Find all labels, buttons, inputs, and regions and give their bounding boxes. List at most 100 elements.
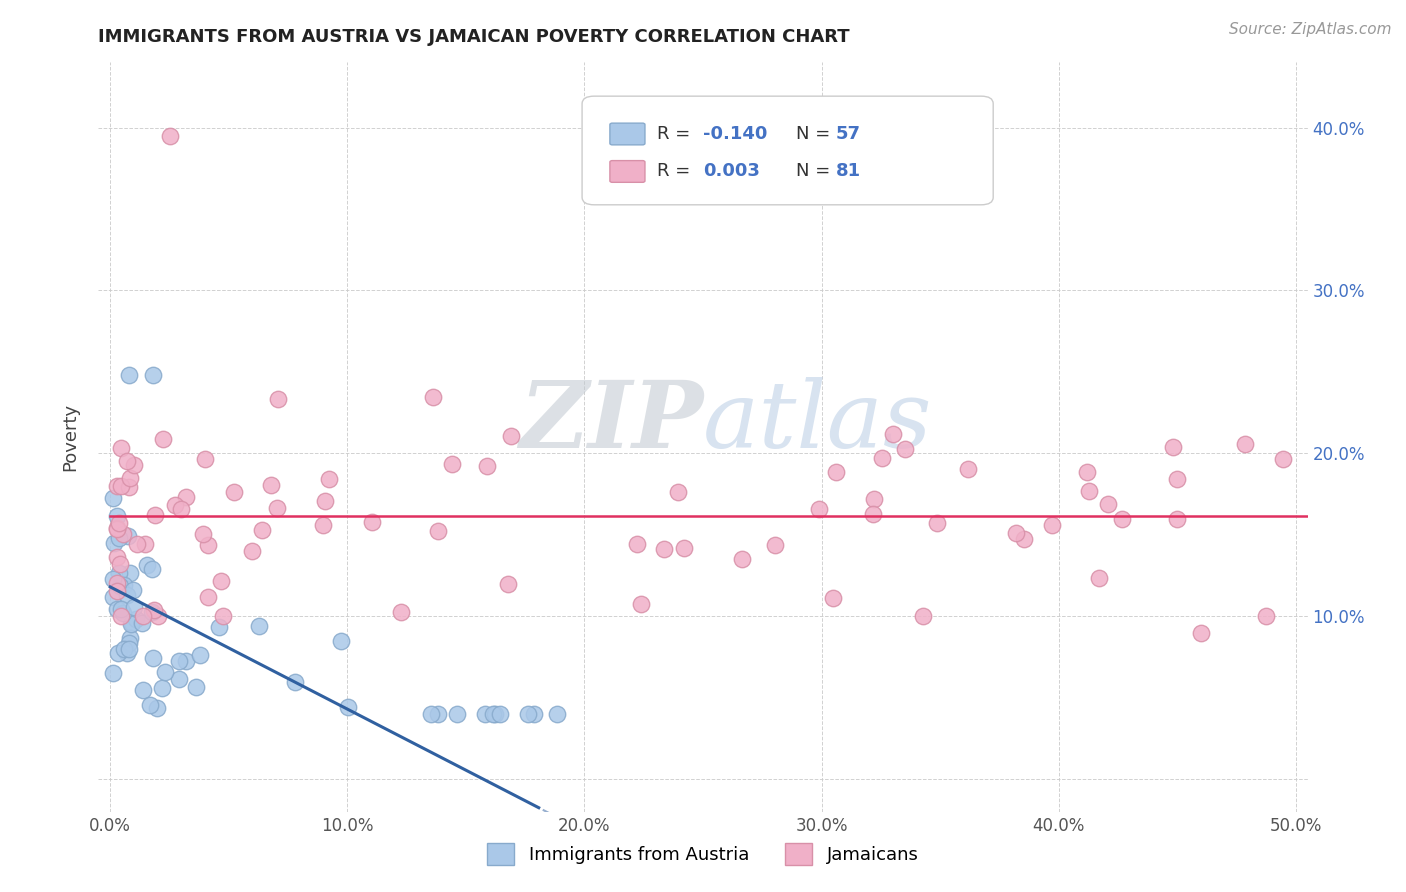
- Point: [141, 562, 163, 576]
- Point: [150, 681, 173, 696]
- Point: [208, 620, 231, 634]
- FancyBboxPatch shape: [610, 123, 645, 145]
- Point: [142, 368, 165, 383]
- Point: [446, 706, 468, 721]
- Y-axis label: Poverty: Poverty: [62, 403, 80, 471]
- Point: [122, 582, 145, 597]
- Point: [1161, 440, 1184, 454]
- Text: 81: 81: [837, 162, 860, 180]
- Point: [314, 493, 336, 508]
- Point: [197, 538, 219, 552]
- Point: [440, 457, 463, 471]
- Point: [125, 537, 148, 551]
- Point: [170, 502, 193, 516]
- Point: [260, 477, 283, 491]
- Point: [110, 479, 132, 493]
- Point: [194, 452, 217, 467]
- Point: [330, 633, 353, 648]
- Point: [731, 551, 754, 566]
- Text: Source: ZipAtlas.com: Source: ZipAtlas.com: [1229, 22, 1392, 37]
- Point: [1233, 437, 1256, 451]
- Text: N =: N =: [796, 162, 837, 180]
- Point: [672, 541, 695, 555]
- Point: [122, 458, 145, 472]
- Point: [188, 648, 211, 663]
- Point: [191, 527, 214, 541]
- Point: [825, 465, 848, 479]
- Point: [143, 508, 166, 523]
- Point: [143, 603, 166, 617]
- Text: IMMIGRANTS FROM AUSTRIA VS JAMAICAN POVERTY CORRELATION CHART: IMMIGRANTS FROM AUSTRIA VS JAMAICAN POVE…: [98, 28, 851, 45]
- Point: [862, 507, 884, 521]
- Point: [484, 706, 506, 721]
- Point: [105, 522, 128, 536]
- FancyBboxPatch shape: [582, 96, 993, 205]
- Point: [124, 600, 146, 615]
- Point: [108, 531, 131, 545]
- FancyBboxPatch shape: [610, 161, 645, 182]
- Point: [117, 529, 139, 543]
- Point: [197, 591, 219, 605]
- Point: [630, 597, 652, 611]
- Point: [1088, 571, 1111, 585]
- Point: [131, 616, 153, 631]
- Point: [141, 606, 163, 620]
- Legend: Immigrants from Austria, Jamaicans: Immigrants from Austria, Jamaicans: [478, 834, 928, 874]
- Point: [517, 706, 540, 721]
- Point: [482, 706, 505, 721]
- Point: [112, 606, 135, 620]
- Point: [419, 706, 441, 721]
- Point: [101, 590, 124, 604]
- Point: [167, 654, 190, 668]
- Point: [167, 672, 190, 686]
- Point: [105, 584, 128, 599]
- Point: [118, 641, 141, 656]
- Point: [110, 609, 132, 624]
- Point: [117, 588, 139, 602]
- Point: [105, 549, 128, 564]
- Point: [118, 368, 141, 383]
- Point: [131, 682, 153, 697]
- Point: [389, 605, 412, 619]
- Point: [165, 498, 187, 512]
- Text: N =: N =: [796, 125, 837, 143]
- Point: [152, 432, 174, 446]
- Point: [284, 675, 307, 690]
- Text: 0.003: 0.003: [703, 162, 759, 180]
- Point: [499, 429, 522, 443]
- Point: [101, 491, 124, 505]
- Point: [427, 524, 450, 538]
- Point: [159, 128, 181, 143]
- Point: [101, 666, 124, 681]
- Point: [422, 390, 444, 404]
- Point: [118, 471, 141, 485]
- Point: [134, 537, 156, 551]
- Point: [911, 609, 934, 624]
- Point: [247, 619, 270, 633]
- Point: [118, 480, 141, 494]
- Point: [807, 502, 830, 516]
- Point: [105, 509, 128, 524]
- Point: [118, 636, 141, 650]
- Point: [135, 558, 157, 573]
- Point: [489, 706, 512, 721]
- Point: [105, 478, 128, 492]
- Point: [120, 616, 142, 631]
- Point: [110, 441, 132, 455]
- Text: 57: 57: [837, 125, 860, 143]
- Point: [112, 642, 135, 657]
- Point: [252, 523, 274, 537]
- Point: [153, 665, 176, 679]
- Point: [1012, 533, 1035, 547]
- Point: [115, 454, 138, 468]
- Point: [211, 609, 233, 624]
- Point: [108, 516, 131, 530]
- Point: [546, 706, 568, 721]
- Point: [145, 701, 167, 715]
- Point: [893, 442, 915, 457]
- Point: [224, 484, 246, 499]
- Point: [318, 471, 340, 485]
- Point: [1271, 452, 1294, 467]
- Point: [105, 576, 128, 591]
- Text: -0.140: -0.140: [703, 125, 768, 143]
